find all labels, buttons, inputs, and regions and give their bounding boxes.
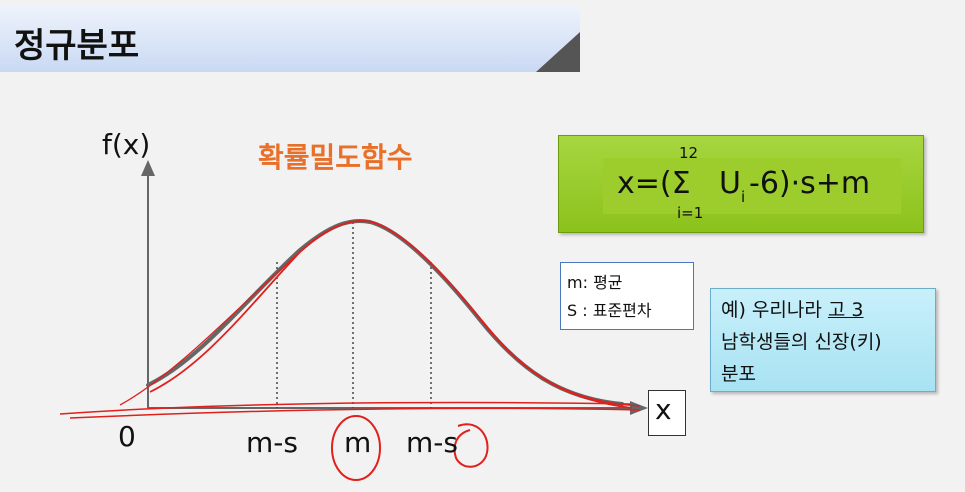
example-line-3: 분포 [721, 363, 756, 385]
formula-u: U [719, 166, 741, 201]
red-circle-s [453, 423, 489, 468]
y-axis-label: f(x) [102, 128, 151, 161]
formula-lhs: x=(Σ [617, 166, 691, 201]
origin-label: 0 [118, 420, 136, 453]
formula-sum-upper: 12 [679, 144, 699, 162]
x-axis-label-box: x [648, 390, 686, 436]
title-bar: 정규분포 [0, 6, 580, 72]
tick-label-m-minus-s: m-s [246, 426, 298, 459]
tick-label-m-plus-s: m-s [406, 426, 458, 459]
example-line-1-prefix: 예) 우리나라 [721, 299, 828, 321]
example-line-1: 예) 우리나라 고 3 [721, 295, 864, 322]
formula-rhs: -6)·s+m [749, 166, 871, 201]
example-line-2: 남학생들의 신장(키) [721, 331, 882, 353]
tick-label-m: m [344, 426, 372, 459]
red-curve-annotation-2 [119, 220, 641, 407]
formula-inner [603, 158, 901, 214]
legend-stddev: S : 표준편차 [567, 301, 652, 320]
red-circle-m [331, 415, 381, 481]
page-title: 정규분포 [14, 26, 140, 66]
y-axis-arrow [141, 160, 155, 176]
example-box: 예) 우리나라 고 3 남학생들의 신장(키) 분포 [710, 288, 936, 392]
bell-curve [146, 219, 624, 406]
formula-u-subscript: i [741, 188, 746, 206]
legend-box: m: 평균 S : 표준편차 [560, 262, 694, 330]
formula-sum-lower: i=1 [677, 204, 704, 222]
red-baseline-annotation [59, 401, 641, 419]
example-line-1-underlined: 고 3 [827, 299, 864, 321]
legend-mean: m: 평균 [567, 273, 623, 292]
formula-box: x=(Σ 12 i=1 U i -6)·s+m [558, 135, 924, 233]
pdf-label: 확률밀도함수 [258, 141, 413, 174]
x-axis-label: x [655, 393, 672, 426]
x-axis-arrow [630, 401, 648, 415]
